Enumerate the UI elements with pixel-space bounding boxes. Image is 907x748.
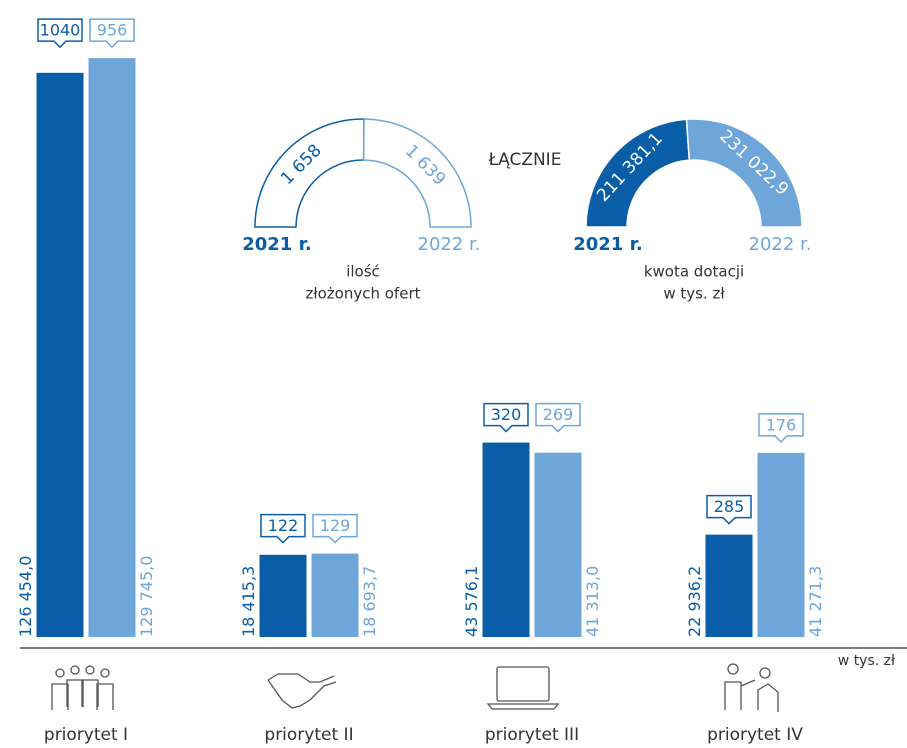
value-label: 41 313,0 xyxy=(583,566,602,637)
count-label: 956 xyxy=(97,21,128,40)
count-label: 122 xyxy=(268,516,299,535)
gauge-year: 2021 r. xyxy=(573,234,643,255)
gauge-caption: złożonych ofert xyxy=(305,285,420,303)
value-label: 18 415,3 xyxy=(239,566,258,637)
bar xyxy=(705,534,753,637)
bar xyxy=(311,553,359,637)
icon-people-help xyxy=(724,663,779,712)
value-label: 41 271,3 xyxy=(806,566,825,637)
bar xyxy=(36,72,84,637)
count-label: 285 xyxy=(714,497,745,516)
count-label: 269 xyxy=(543,405,574,424)
gauge-segment xyxy=(254,118,365,228)
gauge-segment xyxy=(362,118,472,228)
icon-people xyxy=(51,665,114,710)
count-callout xyxy=(535,402,581,433)
icon-handshake xyxy=(267,673,337,709)
bar xyxy=(757,452,805,637)
gauge-caption: ilość xyxy=(346,263,380,281)
x-tick-label: priorytet IV xyxy=(707,725,803,745)
count-callout xyxy=(483,402,529,433)
unit-label: w tys. zł xyxy=(838,653,895,669)
gauge-segment xyxy=(685,118,803,228)
count-callout xyxy=(260,513,306,544)
totals-label: ŁĄCZNIE xyxy=(488,150,562,170)
count-callout xyxy=(706,494,752,525)
value-label: 43 576,1 xyxy=(462,566,481,637)
gauge-caption: w tys. zł xyxy=(663,285,725,303)
icon-laptop xyxy=(486,666,560,710)
count-label: 320 xyxy=(491,405,522,424)
gauge-caption: kwota dotacji xyxy=(644,263,744,281)
gauge-year: 2021 r. xyxy=(242,234,312,255)
count-label: 129 xyxy=(320,516,351,535)
x-tick-label: priorytet I xyxy=(44,725,128,745)
value-label: 22 936,2 xyxy=(685,566,704,637)
value-label: 126 454,0 xyxy=(16,556,35,637)
bar xyxy=(88,58,136,637)
bar xyxy=(482,442,530,637)
value-label: 129 745,0 xyxy=(137,556,156,637)
value-label: 18 693,7 xyxy=(360,566,379,637)
gauge-year: 2022 r. xyxy=(418,234,481,255)
count-label: 1040 xyxy=(40,21,81,40)
count-callout xyxy=(37,18,83,49)
count-callout xyxy=(312,513,358,544)
bar xyxy=(259,554,307,637)
bar xyxy=(534,452,582,637)
count-callout xyxy=(89,18,135,49)
count-callout xyxy=(758,413,804,443)
x-tick-label: priorytet III xyxy=(485,725,579,745)
count-label: 176 xyxy=(766,415,797,434)
x-tick-label: priorytet II xyxy=(264,725,353,745)
gauge-year: 2022 r. xyxy=(749,234,812,255)
